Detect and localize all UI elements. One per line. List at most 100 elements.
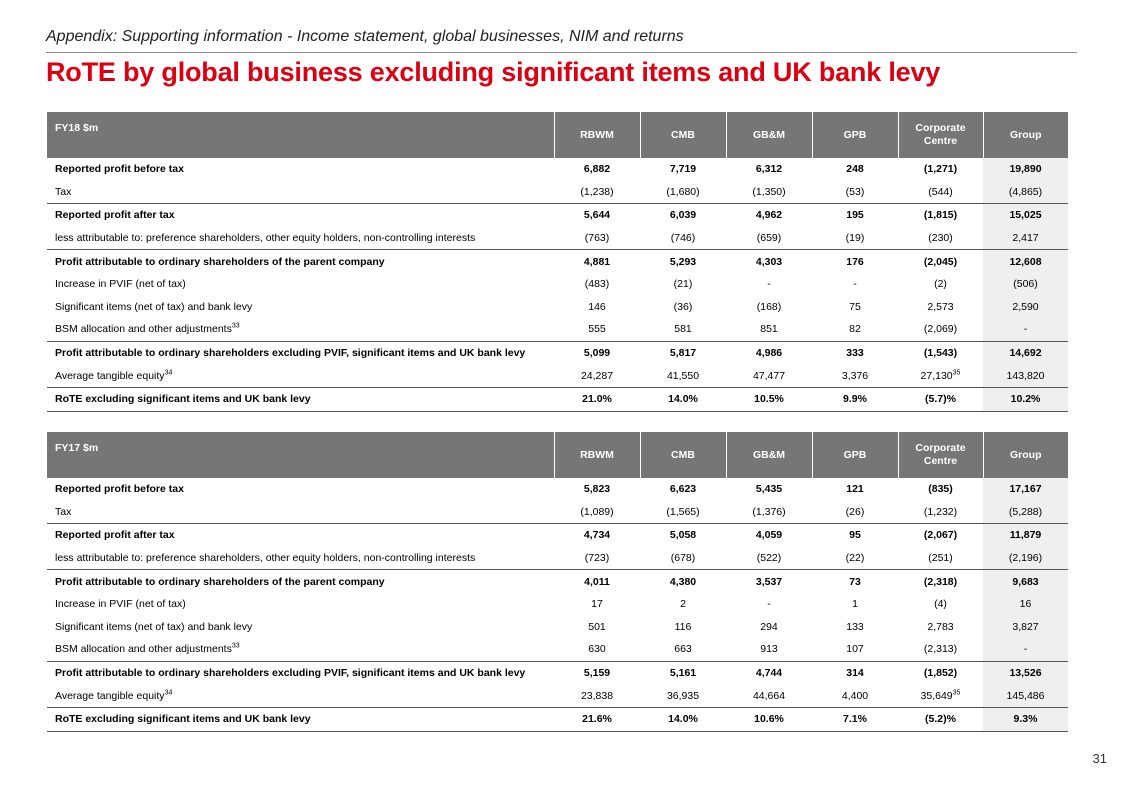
table-row: Average tangible equity34 23,838 36,935 44,… bbox=[47, 684, 1068, 708]
value-text: 4,744 bbox=[755, 667, 783, 680]
value-text: 10.2% bbox=[1010, 393, 1041, 406]
value-text: 41,550 bbox=[666, 369, 700, 382]
value-cell: 13,526 bbox=[983, 660, 1068, 685]
row-label-text: BSM allocation and other adjustments bbox=[55, 643, 232, 656]
value-cell: 5,817 bbox=[640, 340, 726, 365]
value-text: (53) bbox=[845, 185, 865, 198]
table-row: Reported profit before tax 6,882 7,719 6,31… bbox=[47, 158, 1068, 181]
value-cell: (544) bbox=[898, 181, 983, 204]
value-cell: 47,477 bbox=[726, 364, 812, 387]
value-cell: (1,852) bbox=[898, 660, 983, 685]
value-cell: 851 bbox=[726, 318, 812, 341]
value-text: 36,935 bbox=[666, 689, 700, 702]
value-cell: 5,435 bbox=[726, 478, 812, 501]
value-text: (2,067) bbox=[923, 529, 958, 542]
value-text: 35,649 bbox=[920, 689, 953, 702]
value-text: 11,879 bbox=[1009, 529, 1042, 542]
value-text: (36) bbox=[673, 300, 693, 313]
value-cell: (723) bbox=[554, 547, 640, 570]
period-header: FY17 $m bbox=[47, 432, 554, 478]
value-cell: 19,890 bbox=[983, 158, 1068, 181]
row-label: Reported profit after tax bbox=[47, 523, 554, 547]
value-text: (678) bbox=[670, 552, 696, 565]
value-cell: 630 bbox=[554, 638, 640, 661]
value-text: 5,644 bbox=[583, 209, 611, 222]
value-text: 3,376 bbox=[841, 369, 869, 382]
value-cell: 176 bbox=[812, 249, 898, 273]
value-text: 6,882 bbox=[583, 163, 611, 176]
value-cell: 121 bbox=[812, 478, 898, 501]
value-text: 4,011 bbox=[584, 575, 610, 588]
column-header: CMB bbox=[639, 112, 726, 158]
value-text: (5,288) bbox=[1008, 505, 1043, 518]
row-label-text: Reported profit after tax bbox=[55, 209, 175, 222]
row-label-text: Reported profit after tax bbox=[55, 529, 175, 542]
value-cell: (22) bbox=[812, 547, 898, 570]
value-cell: 17 bbox=[554, 593, 640, 616]
value-text: 5,435 bbox=[755, 483, 783, 496]
value-cell: 9.3% bbox=[983, 706, 1068, 732]
value-text: 2 bbox=[680, 598, 686, 611]
value-text: 95 bbox=[849, 529, 861, 542]
row-label: BSM allocation and other adjustments33 bbox=[47, 318, 554, 341]
footnote-ref: 35 bbox=[952, 369, 961, 377]
value-cell: (2,313) bbox=[898, 638, 983, 661]
value-cell: 9,683 bbox=[983, 569, 1068, 593]
value-cell: (26) bbox=[812, 501, 898, 524]
value-text: (22) bbox=[845, 552, 865, 565]
value-cell: (835) bbox=[898, 478, 983, 501]
value-cell: 75 bbox=[812, 296, 898, 319]
value-text: 27,130 bbox=[920, 369, 953, 382]
row-label-text: Average tangible equity bbox=[55, 689, 165, 702]
table-row: Average tangible equity34 24,287 41,550 47,… bbox=[47, 364, 1068, 388]
row-label-text: RoTE excluding significant items and UK … bbox=[55, 393, 311, 406]
value-cell: 501 bbox=[554, 616, 640, 639]
value-text: 4,986 bbox=[755, 347, 783, 360]
header-divider bbox=[46, 52, 1077, 53]
value-cell: 16 bbox=[983, 592, 1068, 616]
column-header: RBWM bbox=[553, 112, 640, 158]
value-text: (2,318) bbox=[923, 575, 958, 588]
value-text: 7.1% bbox=[843, 713, 867, 726]
table-header-row: FY18 $m RBWM CMB GB&M GPB Corporate Centre Gro… bbox=[47, 112, 1068, 158]
row-label-text: Reported profit before tax bbox=[55, 483, 184, 496]
value-text: 107 bbox=[846, 643, 864, 656]
value-cell: 10.6% bbox=[726, 706, 812, 732]
table-row: Reported profit after tax 5,644 6,039 4,962… bbox=[47, 203, 1068, 227]
value-cell: (1,238) bbox=[554, 181, 640, 204]
table-row: Profit attributable to ordinary sharehol… bbox=[47, 660, 1068, 685]
table-row: Increase in PVIF (net of tax) (483) (21) - -… bbox=[47, 272, 1068, 296]
value-cell: (2,045) bbox=[898, 249, 983, 273]
value-text: 913 bbox=[760, 643, 778, 656]
value-cell: 14,692 bbox=[983, 340, 1068, 365]
table-row: BSM allocation and other adjustments33 55… bbox=[47, 318, 1068, 342]
value-text: (1,232) bbox=[923, 505, 958, 518]
row-label: RoTE excluding significant items and UK … bbox=[47, 386, 554, 412]
value-text: 555 bbox=[588, 323, 606, 336]
value-cell: 6,882 bbox=[554, 158, 640, 181]
value-text: 5,159 bbox=[583, 667, 611, 680]
row-label: less attributable to: preference shareho… bbox=[47, 227, 554, 250]
value-text: 146 bbox=[588, 300, 606, 313]
value-cell: 2,573 bbox=[898, 296, 983, 319]
value-text: 3,537 bbox=[755, 575, 783, 588]
value-text: 501 bbox=[588, 620, 606, 633]
value-text: 294 bbox=[760, 620, 778, 633]
value-cell: (53) bbox=[812, 181, 898, 204]
value-cell: (1,565) bbox=[640, 501, 726, 524]
value-text: (1,680) bbox=[666, 185, 700, 198]
value-text: 4,962 bbox=[755, 209, 783, 222]
value-cell: 2,590 bbox=[983, 295, 1068, 319]
value-text: 75 bbox=[849, 300, 861, 313]
value-text: 4,734 bbox=[583, 529, 611, 542]
value-text: (483) bbox=[584, 278, 610, 291]
row-label-text: Profit attributable to ordinary sharehol… bbox=[55, 255, 385, 268]
value-cell: (522) bbox=[726, 547, 812, 570]
value-text: 24,287 bbox=[580, 369, 614, 382]
value-text: (746) bbox=[670, 232, 696, 245]
value-text: (506) bbox=[1013, 278, 1038, 291]
value-text: 5,293 bbox=[669, 255, 697, 268]
value-text: (2) bbox=[934, 278, 947, 291]
value-cell: 6,312 bbox=[726, 158, 812, 181]
table-row: Profit attributable to ordinary sharehol… bbox=[47, 340, 1068, 365]
